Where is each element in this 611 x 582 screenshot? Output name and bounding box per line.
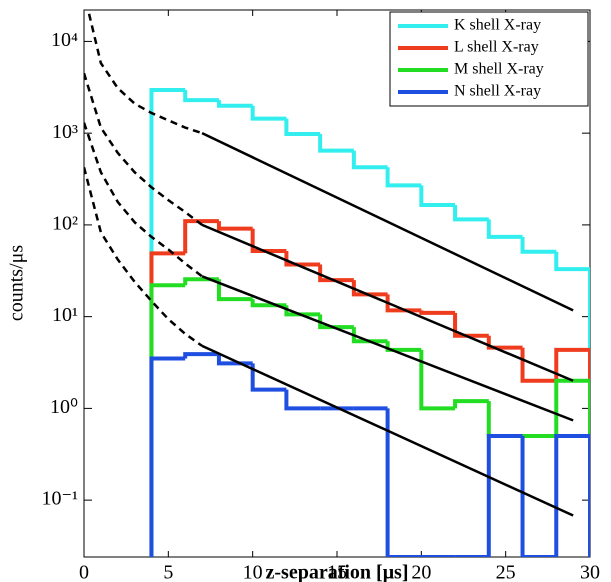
histogram-step — [183, 352, 219, 359]
fit-line — [84, 122, 203, 278]
x-tick-label: 30 — [580, 562, 600, 582]
y-tick-label: 10² — [52, 212, 78, 234]
histogram-step — [250, 363, 287, 392]
x-tick-label: 25 — [496, 562, 516, 582]
x-tick-label: 5 — [163, 562, 173, 582]
histogram-step — [385, 167, 422, 188]
histogram-step — [183, 219, 219, 254]
histogram-step — [486, 219, 523, 239]
histogram-step — [216, 221, 253, 231]
histogram-step — [351, 327, 388, 344]
histogram-step — [486, 335, 523, 350]
plot-area — [84, 13, 590, 557]
y-tick-label: 10¹ — [52, 304, 78, 326]
histogram-step — [453, 399, 489, 409]
histogram-step — [318, 314, 354, 330]
x-tick-label: 15 — [327, 562, 347, 582]
histogram-step — [520, 236, 557, 254]
y-tick-label: 10⁰ — [50, 396, 78, 418]
fit-line — [87, 13, 203, 135]
histogram-step — [554, 251, 590, 557]
histogram-step — [149, 356, 186, 557]
fit-line — [201, 275, 574, 422]
histogram-step — [216, 279, 253, 302]
histogram-step — [385, 294, 422, 313]
y-axis-label: counts/μs — [6, 245, 28, 321]
x-tick-label: 0 — [79, 562, 89, 582]
histogram-step — [284, 389, 321, 411]
fit-line — [201, 132, 574, 312]
x-axis-label: z-separation [μs] — [266, 562, 409, 582]
legend-label: M shell X-ray — [454, 61, 544, 78]
histogram-step — [284, 118, 321, 136]
y-tick-label: 10⁻¹ — [41, 488, 78, 510]
histogram-step — [385, 341, 422, 352]
histogram-step — [453, 204, 489, 222]
legend-label: K shell X-ray — [454, 17, 541, 34]
histogram-step — [351, 150, 388, 170]
x-tick-label: 20 — [411, 562, 431, 582]
histogram-step — [419, 185, 456, 207]
y-tick-label: 10³ — [52, 121, 78, 143]
fit-line — [201, 344, 574, 517]
histogram-step — [419, 349, 456, 411]
fit-line — [84, 166, 203, 347]
y-tick-label: 10⁴ — [51, 29, 78, 51]
histogram-step — [453, 312, 489, 338]
histogram-step — [486, 434, 523, 557]
legend: K shell X-ray L shell X-ray M shell X-ray N… — [389, 11, 589, 107]
histogram-step — [183, 90, 219, 103]
histogram-step — [385, 408, 422, 557]
histogram-step — [318, 264, 354, 283]
histogram-step — [250, 228, 287, 253]
histogram-step — [318, 133, 354, 153]
histogram-step — [554, 434, 590, 557]
legend-label: N shell X-ray — [454, 83, 541, 100]
histogram-step — [284, 250, 321, 267]
histogram-step — [520, 436, 557, 557]
x-tick-label: 10 — [243, 562, 263, 582]
fit-line — [84, 72, 203, 226]
histogram-step — [419, 310, 456, 315]
fit-line — [201, 223, 574, 382]
histogram-step — [216, 100, 253, 108]
legend-label: L shell X-ray — [454, 39, 539, 56]
histogram-step — [554, 347, 590, 557]
histogram-step — [250, 105, 287, 121]
histogram-step — [351, 280, 388, 297]
